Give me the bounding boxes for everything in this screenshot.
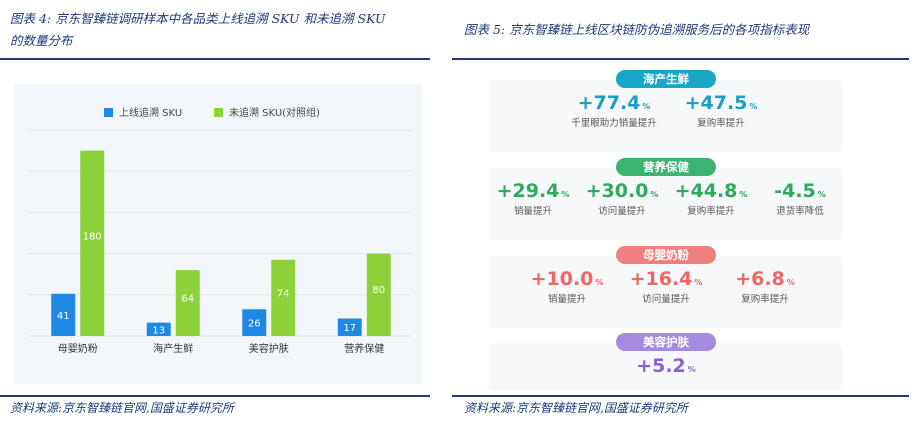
metric-value: +29.4% xyxy=(483,180,583,202)
metrics-area: 海产生鲜 +77.4% 千里眼助力销量提升 +47.5% 复购率提升 营养保健 +29.4%… xyxy=(452,60,923,390)
metric-unit: % xyxy=(817,190,826,199)
metric-unit: % xyxy=(650,190,659,199)
metric-number: +77.4 xyxy=(577,92,641,114)
category-pill: 美容护肤 xyxy=(616,333,716,351)
metric-card xyxy=(489,168,843,240)
data-label: 64 xyxy=(181,294,194,305)
metric-unit: % xyxy=(786,278,795,287)
metric-unit: % xyxy=(595,278,604,287)
category-label: 营养保健 xyxy=(344,342,384,355)
metric: +30.0% 访问量提升 xyxy=(572,180,672,217)
metric-label: 访问量提升 xyxy=(598,206,646,217)
metric-number: +47.5 xyxy=(684,92,748,114)
metric: +77.4% 千里眼助力销量提升 xyxy=(564,92,664,129)
metric-value: +44.8% xyxy=(661,180,761,202)
category-label: 母婴奶粉 xyxy=(58,342,98,355)
metric-number: -4.5 xyxy=(774,180,816,202)
metric-number: +16.4 xyxy=(629,268,693,290)
caption-line-2: 的数量分布 xyxy=(10,33,73,48)
metric-label: 退货率降低 xyxy=(776,206,824,217)
bar-chart: 上线追溯 SKU 未追溯 SKU(对照组) 41 180 母婴奶粉 13 64 海产生鲜 26 7… xyxy=(28,106,410,355)
legend-label: 未追溯 SKU(对照组) xyxy=(229,106,320,119)
bar xyxy=(337,318,362,336)
metric-unit: % xyxy=(687,365,696,374)
chart-caption: 图表 4: 京东智臻链调研样本中各品类上线追溯 SKU 和未追溯 SKU 的数量… xyxy=(10,8,386,52)
metric-value: -4.5% xyxy=(750,180,850,202)
data-label: 74 xyxy=(277,288,290,299)
metric-label: 销量提升 xyxy=(513,206,552,217)
bar xyxy=(366,253,391,336)
metric-number: +5.2 xyxy=(636,355,686,377)
metric: +44.8% 复购率提升 xyxy=(661,180,761,217)
data-label: 13 xyxy=(152,325,165,336)
right-panel: 图表 5: 京东智臻链上线区块链防伪追溯服务后的各项指标表现 海产生鲜 +77.4… xyxy=(452,0,923,425)
metric: +29.4% 销量提升 xyxy=(483,180,583,217)
legend-label: 上线追溯 SKU xyxy=(119,106,182,119)
metric-unit: % xyxy=(642,102,651,111)
data-label: 41 xyxy=(57,311,70,322)
metric-value: +6.8% xyxy=(715,268,815,290)
metric-label: 复购率提升 xyxy=(687,206,735,217)
bar xyxy=(146,322,171,336)
source-note: 资料来源:京东智臻链官网,国盛证券研究所 xyxy=(10,401,234,415)
data-label: 80 xyxy=(372,285,385,296)
bar xyxy=(242,309,267,336)
data-label: 26 xyxy=(248,319,261,330)
bar xyxy=(80,150,105,336)
caption-line-1: 图表 4: 京东智臻链调研样本中各品类上线追溯 SKU 和未追溯 SKU xyxy=(10,11,386,26)
metric-value: +16.4% xyxy=(616,268,716,290)
infographic-caption: 图表 5: 京东智臻链上线区块链防伪追溯服务后的各项指标表现 xyxy=(464,22,810,37)
metric-value: +47.5% xyxy=(671,92,771,114)
top-rule xyxy=(452,58,909,60)
category-pill: 营养保健 xyxy=(616,158,716,176)
category-label: 美容护肤 xyxy=(249,342,289,355)
metric-unit: % xyxy=(739,190,748,199)
metric-number: +6.8 xyxy=(735,268,785,290)
metric-label: 千里眼助力销量提升 xyxy=(571,118,657,129)
category-label: 海产生鲜 xyxy=(153,342,193,355)
category-pill: 海产生鲜 xyxy=(616,70,716,88)
left-panel: 图表 4: 京东智臻链调研样本中各品类上线追溯 SKU 和未追溯 SKU 的数量… xyxy=(0,0,440,425)
metric-number: +44.8 xyxy=(674,180,738,202)
bar xyxy=(175,270,200,336)
metric: +6.8% 复购率提升 xyxy=(715,268,815,305)
metric-value: +77.4% xyxy=(564,92,664,114)
metric-unit: % xyxy=(561,190,570,199)
metric-unit: % xyxy=(749,102,758,111)
metric: -4.5% 退货率降低 xyxy=(750,180,850,217)
metric-number: +10.0 xyxy=(530,268,594,290)
metric: +16.4% 访问量提升 xyxy=(616,268,716,305)
metric: +5.2% xyxy=(616,355,716,377)
metric-label: 销量提升 xyxy=(547,294,586,305)
bottom-rule xyxy=(452,395,909,397)
bar xyxy=(51,293,76,336)
metric-number: +29.4 xyxy=(496,180,560,202)
metric-label: 复购率提升 xyxy=(741,294,789,305)
category-pill: 母婴奶粉 xyxy=(616,246,716,264)
metric-value: +30.0% xyxy=(572,180,672,202)
metric-label: 复购率提升 xyxy=(697,118,745,129)
metric-unit: % xyxy=(694,278,703,287)
metric-card xyxy=(489,256,843,328)
metric: +10.0% 销量提升 xyxy=(517,268,617,305)
metric-value: +5.2% xyxy=(616,355,716,377)
bottom-rule xyxy=(0,395,430,397)
metric-number: +30.0 xyxy=(585,180,649,202)
source-note: 资料来源:京东智臻链官网,国盛证券研究所 xyxy=(464,401,688,415)
bar xyxy=(271,259,296,336)
metric-value: +10.0% xyxy=(517,268,617,290)
top-rule xyxy=(0,58,430,60)
metric: +47.5% 复购率提升 xyxy=(671,92,771,129)
metric-label: 访问量提升 xyxy=(642,294,690,305)
metric-card xyxy=(489,80,843,152)
legend-swatch xyxy=(214,108,223,117)
legend-swatch xyxy=(104,108,113,117)
data-label: 17 xyxy=(343,323,356,334)
data-label: 180 xyxy=(83,232,102,243)
